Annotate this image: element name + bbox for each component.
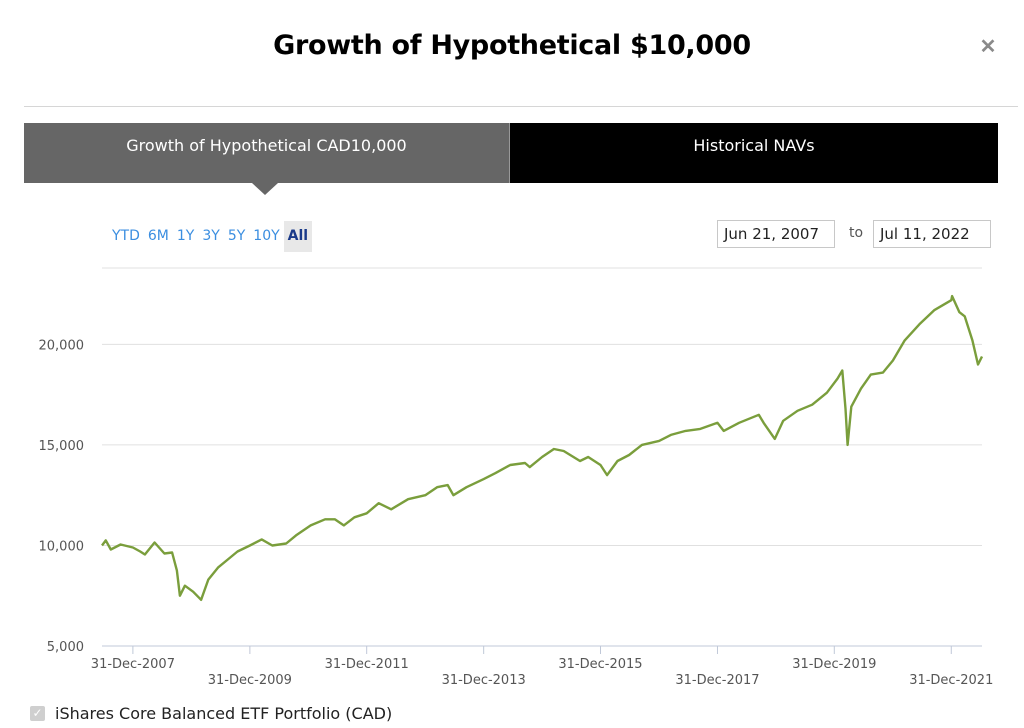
series-line <box>101 294 984 601</box>
y-tick-label: 20,000 <box>39 338 85 353</box>
range-1y[interactable]: 1Y <box>176 228 195 244</box>
tab-label: Growth of Hypothetical CAD10,000 <box>126 136 407 155</box>
y-tick-label: 10,000 <box>39 539 85 554</box>
range-selector: YTD 6M 1Y 3Y 5Y 10Y All <box>108 221 313 252</box>
x-tick-label: 31-Dec-2007 <box>91 657 175 672</box>
x-tick-label: 31-Dec-2021 <box>909 673 993 688</box>
date-to-label: to <box>849 225 864 241</box>
range-5y[interactable]: 5Y <box>227 228 246 244</box>
x-tick-label: 31-Dec-2017 <box>675 673 759 688</box>
tab-bar: Growth of Hypothetical CAD10,000 Histori… <box>24 123 998 195</box>
dialog-title: Growth of Hypothetical $10,000 <box>273 30 751 61</box>
x-tick-label: 31-Dec-2019 <box>792 657 876 672</box>
x-tick-label: 31-Dec-2009 <box>208 673 292 688</box>
range-ytd[interactable]: YTD <box>112 228 140 244</box>
chart-series <box>101 294 984 601</box>
x-tick-label: 31-Dec-2015 <box>558 657 642 672</box>
range-10y[interactable]: 10Y <box>253 228 280 244</box>
legend-checkbox[interactable]: ✓ <box>30 706 45 721</box>
range-6m[interactable]: 6M <box>147 228 169 244</box>
range-all[interactable]: All <box>283 221 313 252</box>
y-axis: 5,000 10,000 15,000 20,000 <box>39 338 85 655</box>
tab-historical-navs[interactable]: Historical NAVs <box>510 123 998 183</box>
y-tick-label: 15,000 <box>39 439 85 454</box>
header-divider <box>24 106 1018 107</box>
x-axis: 31-Dec-2007 31-Dec-2009 31-Dec-2011 31-Dec-… <box>91 645 993 688</box>
x-tick-label: 31-Dec-2011 <box>325 657 409 672</box>
close-icon[interactable]: ✕ <box>979 36 997 58</box>
y-tick-label: 5,000 <box>47 640 84 655</box>
legend: ✓ iShares Core Balanced ETF Portfolio (C… <box>30 704 392 723</box>
date-to-input[interactable]: Jul 11, 2022 <box>873 220 991 248</box>
tab-label: Historical NAVs <box>693 136 815 155</box>
legend-label: iShares Core Balanced ETF Portfolio (CAD… <box>55 704 393 723</box>
chart-grid <box>102 267 982 546</box>
x-tick-label: 31-Dec-2013 <box>442 673 526 688</box>
range-3y[interactable]: 3Y <box>202 228 220 244</box>
date-from-input[interactable]: Jun 21, 2007 <box>717 220 835 248</box>
tab-growth-hypothetical[interactable]: Growth of Hypothetical CAD10,000 <box>24 123 510 195</box>
